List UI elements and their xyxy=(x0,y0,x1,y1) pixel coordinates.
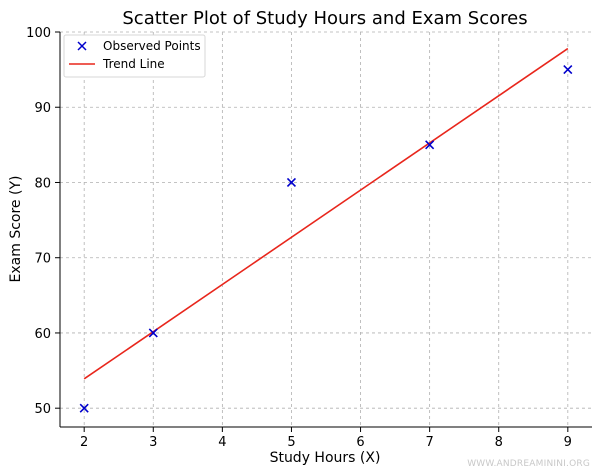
x-tick-label-7: 9 xyxy=(564,435,572,450)
trend-line-layer xyxy=(83,47,569,380)
x-tick-label-6: 8 xyxy=(495,435,503,450)
axes xyxy=(59,32,592,428)
legend-label-trend-line: Trend Line xyxy=(102,57,165,71)
y-tick-label-0: 50 xyxy=(34,402,51,417)
x-tick-label-3: 5 xyxy=(287,435,295,450)
y-axis-title: Exam Score (Y) xyxy=(8,176,24,283)
x-ticks: 2 3 4 5 6 7 8 9 xyxy=(80,427,572,450)
legend-x-marker-icon-stroke xyxy=(77,41,87,51)
chart-title: Scatter Plot of Study Hours and Exam Sco… xyxy=(122,8,527,29)
x-tick-label-2: 4 xyxy=(218,435,226,450)
legend: Observed Points Trend Line xyxy=(63,34,206,78)
legend-item-observed-points: Observed Points xyxy=(77,39,201,53)
scatter-point-4 xyxy=(563,65,573,75)
x-tick-label-1: 3 xyxy=(149,435,157,450)
y-ticks: 50 60 70 80 90 100 xyxy=(26,26,60,417)
scatter-point-stroke-b-4 xyxy=(563,65,573,75)
x-tick-label-0: 2 xyxy=(80,435,88,450)
scatter-point-stroke-b-1 xyxy=(148,328,158,338)
watermark: WWW.ANDREAMININI.ORG xyxy=(467,459,590,469)
scatter-point-1 xyxy=(148,328,158,338)
scatter-point-3 xyxy=(425,140,435,150)
y-tick-label-1: 60 xyxy=(34,327,51,342)
scatter-point-2 xyxy=(286,177,297,188)
x-tick-label-5: 7 xyxy=(425,435,433,450)
legend-label-observed-points: Observed Points xyxy=(103,39,201,53)
y-tick-label-5: 100 xyxy=(26,26,51,41)
grid-lines xyxy=(60,31,592,427)
x-axis-title: Study Hours (X) xyxy=(270,450,381,466)
x-tick-label-4: 6 xyxy=(356,435,364,450)
points-layer xyxy=(79,65,573,413)
y-tick-label-3: 80 xyxy=(34,176,51,191)
trend-line xyxy=(83,47,569,380)
y-tick-label-4: 90 xyxy=(34,101,51,116)
legend-box xyxy=(63,34,206,78)
scatter-point-stroke-b-3 xyxy=(425,140,435,150)
scatter-point-0 xyxy=(79,403,89,413)
scatter-point-stroke-b-2 xyxy=(286,177,297,188)
scatter-point-stroke-b-0 xyxy=(79,403,89,413)
y-tick-label-2: 70 xyxy=(34,252,51,267)
legend-item-trend-line: Trend Line xyxy=(69,57,165,71)
